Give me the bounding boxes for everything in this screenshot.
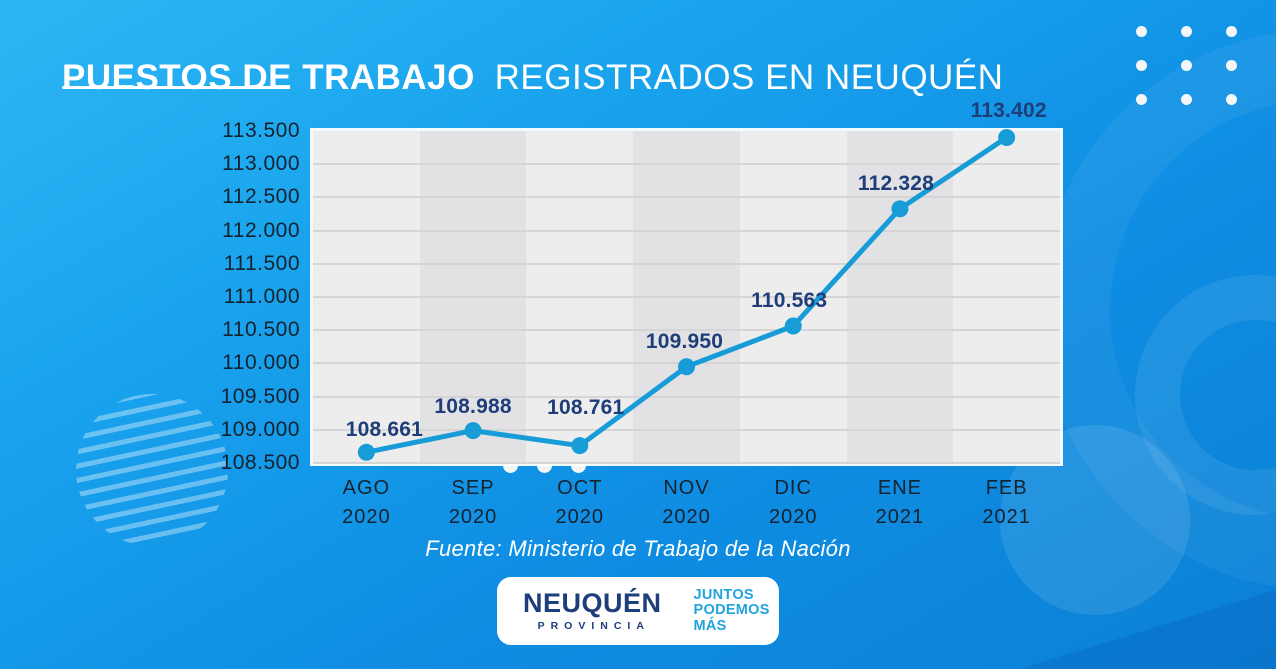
- source-caption: Fuente: Ministerio de Trabajo de la Naci…: [425, 536, 851, 561]
- y-tick-label: 108.500: [220, 451, 300, 474]
- background-ring-large-icon: [1040, 30, 1276, 590]
- plot-area: [313, 129, 1060, 464]
- gridline: [313, 428, 1060, 431]
- gridline: [313, 462, 1060, 464]
- data-point-label: 110.563: [751, 289, 828, 313]
- x-tick-year: 2021: [875, 506, 925, 528]
- logo-subtitle: PROVINCIA: [537, 620, 650, 632]
- data-point-label: 112.328: [857, 171, 934, 195]
- x-tick-year: 2020: [448, 506, 498, 528]
- gridline: [313, 395, 1060, 398]
- dot-grid-icon: [1136, 26, 1237, 105]
- gridline: [313, 262, 1060, 265]
- y-tick-label: 109.000: [220, 417, 300, 441]
- logo-name: NEUQUÉN: [523, 588, 662, 618]
- x-tick-month: FEB: [985, 477, 1028, 499]
- data-point-label: 108.661: [345, 418, 423, 442]
- x-tick-month: NOV: [663, 477, 710, 499]
- y-tick-label: 109.500: [220, 384, 300, 408]
- background-corner-wedge-icon: [1020, 590, 1276, 669]
- background-ring-small-icon: [1135, 275, 1276, 515]
- data-point-label: 108.761: [547, 395, 625, 419]
- y-tick-label: 111.000: [223, 285, 300, 308]
- data-point-marker: [464, 422, 482, 440]
- gridline: [313, 229, 1060, 232]
- y-tick-label: 113.000: [222, 152, 300, 176]
- x-tick-month: DIC: [774, 477, 812, 499]
- y-tick-label: 111.500: [223, 251, 300, 275]
- logo-name-block: NEUQUÉN PROVINCIA: [523, 588, 662, 633]
- page-title-bold: PUESTOS DE TRABAJO: [62, 58, 475, 98]
- page-title-light: REGISTRADOS EN NEUQUÉN: [494, 58, 1004, 98]
- data-point-marker: [357, 443, 375, 461]
- y-tick-label: 113.500: [222, 119, 300, 142]
- data-point-label: 108.988: [434, 394, 512, 418]
- y-tick-label: 110.500: [222, 318, 300, 342]
- data-point-marker: [678, 358, 695, 376]
- y-tick-label: 110.000: [222, 351, 300, 375]
- x-tick-year: 2020: [342, 506, 391, 528]
- x-tick-month: SEP: [451, 477, 495, 499]
- title-underline: [62, 86, 284, 89]
- province-logo: NEUQUÉN PROVINCIA JUNTOS PODEMOS MÁS: [497, 577, 779, 645]
- gridline: [313, 163, 1060, 166]
- x-tick-year: 2020: [555, 506, 605, 528]
- x-tick-month: AGO: [342, 477, 391, 499]
- page-title: PUESTOS DE TRABAJO REGISTRADOS EN NEUQUÉ…: [62, 59, 1003, 98]
- y-tick-label: 112.500: [222, 185, 300, 209]
- logo-tagline-line: PODEMOS: [693, 602, 770, 619]
- data-point-marker: [571, 437, 589, 455]
- gridline: [313, 329, 1060, 332]
- logo-tagline-line: JUNTOS: [693, 586, 754, 603]
- x-tick-month: ENE: [877, 477, 922, 499]
- x-tick-month: OCT: [557, 477, 603, 499]
- data-point-marker: [998, 129, 1016, 147]
- data-point-label: 113.402: [970, 98, 1047, 122]
- data-point-label: 109.950: [645, 329, 724, 353]
- data-point-marker: [784, 317, 802, 335]
- logo-tagline-line: MÁS: [693, 617, 727, 634]
- x-tick-year: 2020: [662, 506, 711, 528]
- y-tick-label: 112.000: [222, 218, 300, 242]
- gridline: [313, 196, 1060, 199]
- x-tick-year: 2020: [768, 506, 818, 528]
- gridline: [313, 296, 1060, 298]
- logo-tagline: JUNTOS PODEMOS MÁS: [693, 586, 770, 635]
- data-point-marker: [891, 200, 909, 218]
- x-tick-year: 2021: [982, 506, 1031, 528]
- line-series: [357, 129, 1016, 461]
